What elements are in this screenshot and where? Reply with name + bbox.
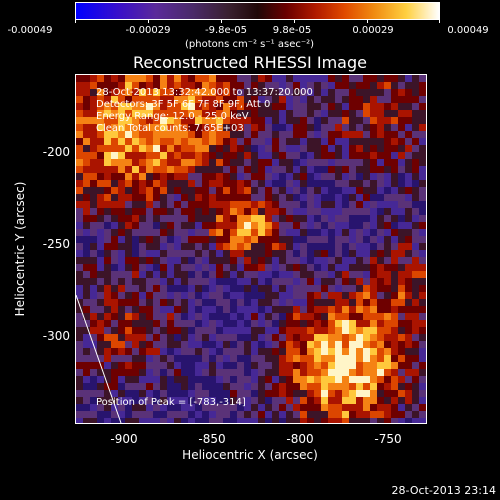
image-plot: 28-Oct-2013 13:32:42.000 to 13:37:20.000… [75, 74, 427, 424]
colorbar-tick-label: 0.00049 [447, 25, 489, 36]
y-tick-label: -200 [42, 145, 70, 159]
colorbar-tickmark [367, 19, 368, 23]
info-detectors: Detectors: 3F 5F 6F 7F 8F 9F, Att 0 [96, 99, 271, 110]
info-time-range: 28-Oct-2013 13:32:42.000 to 13:37:20.000 [96, 87, 313, 98]
y-tick-label: -300 [42, 329, 70, 343]
x-tick-label: -800 [286, 432, 314, 446]
colorbar-tick-label: 0.00029 [352, 25, 394, 36]
peak-position-label: Position of Peak = [-783,-314] [96, 397, 246, 408]
x-tick-label: -750 [374, 432, 402, 446]
image-title: Reconstructed RHESSI Image [133, 53, 367, 72]
x-tick-label: -850 [198, 432, 226, 446]
colorbar-tickmark [75, 19, 76, 23]
colorbar-gradient [76, 3, 439, 19]
colorbar-tickmark [439, 19, 440, 23]
colorbar-tick-label: -9.8e-05 [205, 25, 247, 36]
colorbar-tick-label: 9.8e-05 [272, 25, 312, 36]
heatmap-image [76, 75, 426, 423]
plot-timestamp: 28-Oct-2013 23:14 [391, 484, 496, 497]
info-energy-range: Energy Range: 12.0 - 25.0 keV [96, 111, 249, 122]
x-axis-label: Heliocentric X (arcsec) [182, 448, 318, 462]
colorbar-tick-label: -0.00029 [125, 25, 171, 36]
y-axis-label: Heliocentric Y (arcsec) [13, 181, 27, 317]
colorbar-units: (photons cm⁻² s⁻¹ asec⁻²) [185, 39, 315, 50]
solar-limb-line [76, 294, 122, 423]
colorbar-tickmark [148, 19, 149, 23]
colorbar-tickmark [221, 19, 222, 23]
info-total-counts: Clean Total counts: 7.65E+03 [96, 123, 244, 134]
colorbar-tick-label: -0.00049 [7, 25, 53, 36]
colorbar [75, 2, 440, 20]
x-tick-label: -900 [110, 432, 138, 446]
y-tick-label: -250 [42, 237, 70, 251]
colorbar-tickmark [294, 19, 295, 23]
